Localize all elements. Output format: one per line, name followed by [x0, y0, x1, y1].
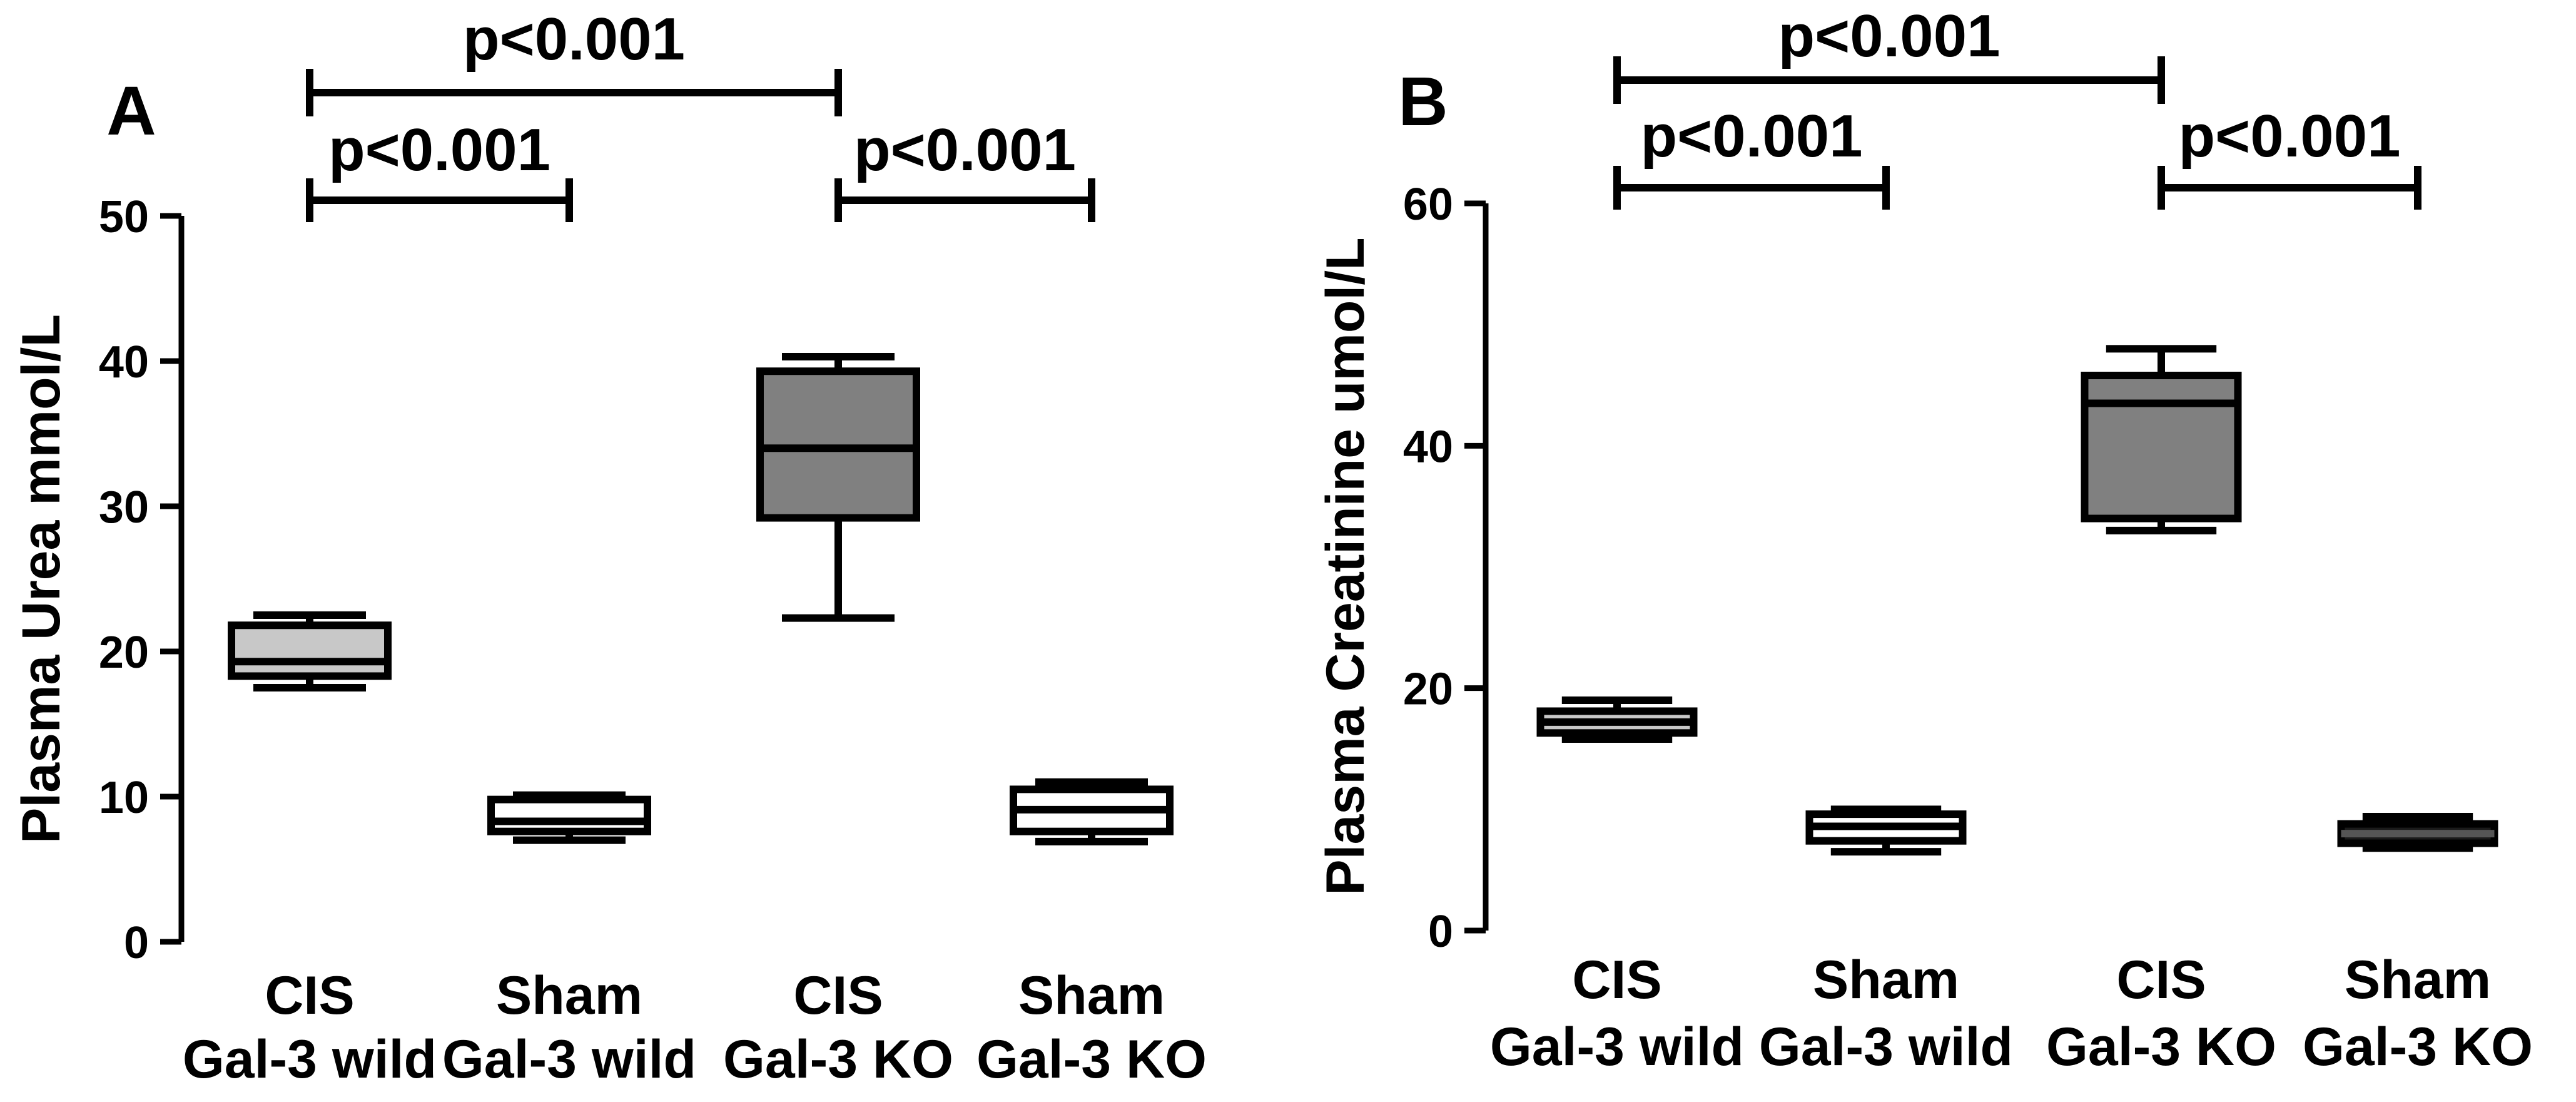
category-label-line1: CIS: [2116, 950, 2206, 1010]
category-label-line2: Gal-3 KO: [976, 1029, 1207, 1089]
panel-label: B: [1398, 63, 1448, 140]
category-label-line2: Gal-3 wild: [1759, 1017, 2013, 1077]
significance-bracket: p<0.001: [834, 116, 1095, 222]
y-axis-title: Plasma Urea mmol/L: [11, 314, 71, 844]
category-label-line1: CIS: [265, 966, 354, 1026]
significance-bracket: p<0.001: [306, 116, 573, 222]
category-label-line2: Gal-3 wild: [1490, 1017, 1744, 1077]
category-label-line2: Gal-3 KO: [723, 1029, 953, 1089]
box-4: [1010, 778, 1174, 845]
category-label-line1: Sham: [1813, 950, 1959, 1010]
y-tick-label: 20: [1403, 665, 1453, 715]
p-value-label: p<0.001: [1778, 3, 2000, 69]
p-value-label: p<0.001: [463, 6, 685, 73]
category-label-line1: Sham: [496, 966, 642, 1026]
panel-label: A: [106, 73, 156, 150]
category-label-line2: Gal-3 KO: [2046, 1017, 2276, 1077]
y-tick-label: 0: [124, 918, 149, 968]
y-tick-label: 0: [1428, 907, 1453, 957]
category-label-line2: Gal-3 wild: [183, 1029, 437, 1089]
box-iqr: [487, 795, 651, 835]
y-axis-title: Plasma Creatinine umol/L: [1316, 237, 1376, 895]
box-iqr: [228, 621, 392, 680]
p-value-label: p<0.001: [1641, 103, 1863, 170]
box-3: [2081, 345, 2242, 534]
significance-bracket: p<0.001: [306, 6, 842, 116]
box-iqr: [2081, 372, 2242, 523]
box-4: [2337, 812, 2498, 852]
p-value-label: p<0.001: [328, 116, 550, 183]
category-label-line2: Gal-3 KO: [2303, 1017, 2533, 1077]
box-2: [1805, 805, 1967, 856]
category-label-line1: Sham: [2345, 950, 2491, 1010]
category-label-line1: CIS: [1572, 950, 1661, 1010]
y-tick-label: 40: [99, 337, 149, 387]
category-label-line1: CIS: [793, 966, 883, 1026]
y-tick-label: 50: [99, 192, 149, 242]
p-value-label: p<0.001: [854, 116, 1076, 183]
y-tick-label: 30: [99, 482, 149, 533]
y-tick-label: 40: [1403, 422, 1453, 472]
box-2: [487, 791, 651, 844]
p-value-label: p<0.001: [2179, 103, 2401, 170]
y-tick-label: 60: [1403, 180, 1453, 230]
y-tick-label: 20: [99, 628, 149, 678]
box-3: [756, 353, 920, 622]
category-label-line2: Gal-3 wild: [442, 1029, 696, 1089]
significance-bracket: p<0.001: [1613, 103, 1890, 210]
y-tick-label: 10: [99, 773, 149, 823]
box-1: [1536, 696, 1698, 743]
significance-bracket: p<0.001: [1613, 3, 2165, 104]
significance-bracket: p<0.001: [2158, 103, 2421, 210]
chart-panel-b: B Plasma Creatinine umol/L 0 20 40 60 CIS Gal-3…: [1316, 3, 2533, 1077]
box-1: [228, 611, 392, 691]
category-label-line1: Sham: [1018, 966, 1165, 1026]
